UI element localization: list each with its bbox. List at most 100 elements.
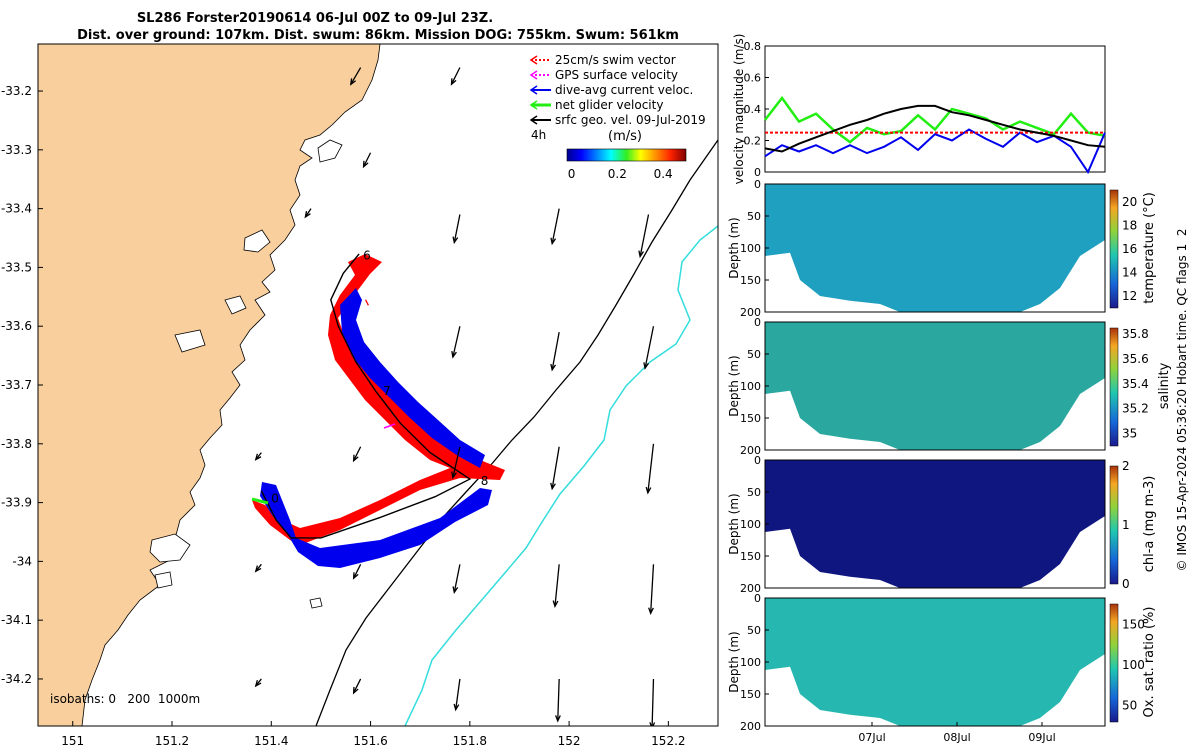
colorbar-tick-label: 0: [1122, 577, 1130, 591]
map-y-tick-label: -34.1: [1, 613, 32, 627]
depth-tick-label: 50: [747, 624, 761, 637]
colorbar-tick-label: 2: [1122, 459, 1130, 473]
temperature-axis-ticks: 0 50 100 150 200 Depth (m) 20 18 16 14 12: [727, 178, 1137, 319]
velocity-series-line: [764, 128, 1106, 175]
colorbar: [566, 148, 687, 162]
chlorophyll-cbar-label: chl-a (mg m-3): [1142, 476, 1157, 573]
velocity-panel: 0 0.2 0.4 0.6 0.8 velocity magnitude (m/s): [732, 34, 1106, 185]
legend-swatch-head: [529, 115, 538, 125]
temperature-panel: 0 50 100 150 200 Depth (m) 20 18 16 14 12 temperat…: [727, 178, 1157, 319]
geo-velocity-arrowhead: [451, 471, 457, 480]
colorbar-tick-label: 35.8: [1122, 327, 1149, 341]
depth-tick-label: 200: [740, 720, 761, 733]
chlorophyll-panel: 0 50 100 150 200 Depth (m) 2 1 0 chl-a (mg m-3): [727, 454, 1157, 595]
green-net-velocity-mark: [251, 497, 269, 505]
magenta-gps-mark: [383, 423, 396, 429]
time-tick-label: 09Jul: [1028, 731, 1055, 744]
geo-velocity-arrowhead: [352, 686, 359, 695]
velocity-y-tick-label: 0.6: [744, 72, 762, 85]
colorbar-tick-label: 35.2: [1122, 402, 1149, 416]
geo-velocity-arrowhead: [450, 78, 457, 86]
time-tick-label: 07Jul: [858, 731, 885, 744]
geo-velocity-arrow: [551, 331, 560, 371]
track-current-vectors: [260, 482, 492, 568]
geo-velocity-arrow: [650, 564, 655, 614]
isobath-label: isobaths: 0 200 1000m: [50, 692, 200, 706]
section-layer: [765, 184, 1105, 312]
map-y-tick-label: -33.3: [1, 143, 32, 157]
geo-velocity-arrow: [453, 214, 461, 243]
colorbar-tick-label: 35.4: [1122, 377, 1149, 391]
depth-tick-label: 200: [740, 444, 761, 457]
map-y-tick-label: -33.9: [1, 496, 32, 510]
depth-axis-label: Depth (m): [727, 217, 741, 278]
track-current-vectors-north: [340, 288, 485, 468]
depth-tick-label: 50: [747, 486, 761, 499]
velocity-y-tick-label: 0.4: [744, 103, 762, 116]
geo-velocity-arrowhead: [649, 722, 656, 726]
swim-vector-arrow: [360, 264, 366, 268]
geo-velocity-arrow: [450, 67, 461, 85]
depth-tick-label: 100: [740, 242, 761, 255]
depth-tick-label: 150: [740, 412, 761, 425]
velocity-ylabel: velocity magnitude (m/s): [732, 34, 746, 185]
colorbar-tick-label: 100: [1122, 658, 1145, 672]
velocity-series: [764, 95, 1106, 175]
figure-title-line2: Dist. over ground: 107km. Dist. swum: 86…: [77, 28, 679, 43]
depth-tick-label: 50: [747, 348, 761, 361]
map-y-tick-label: -33.4: [1, 202, 32, 216]
depth-tick-label: 0: [754, 316, 761, 329]
salinity-cbar-label: salinity: [1157, 362, 1172, 409]
geo-velocity-arrow: [557, 678, 560, 721]
colorbar-label: (m/s): [608, 129, 642, 144]
colorbar-tick-label: 0: [568, 167, 576, 181]
section-layer: [765, 598, 1105, 726]
day-label: 8: [481, 474, 489, 488]
geo-velocity-arrow: [350, 67, 362, 85]
legend-entry: dive-avg current veloc.: [555, 83, 693, 97]
depth-tick-label: 150: [740, 550, 761, 563]
colorbar-tick-label: 18: [1122, 218, 1137, 232]
geo-velocity-arrowhead: [550, 237, 557, 246]
geo-velocity-arrowhead: [349, 78, 357, 86]
salinity-colorbar: [1109, 327, 1119, 447]
colorbar-tick-label: 35: [1122, 427, 1137, 441]
geo-velocity-arrow: [455, 678, 461, 710]
geo-velocity-arrowhead: [550, 363, 557, 372]
velocity-series-line: [764, 95, 1106, 144]
colorbar-tick-label: 50: [1122, 699, 1137, 713]
legend-entry: 25cm/s swim vector: [555, 53, 676, 67]
depth-tick-label: 200: [740, 306, 761, 319]
geo-velocity-arrow: [452, 446, 461, 478]
velocity-series-line: [764, 104, 1106, 153]
velocity-y-tick-label: 0.8: [744, 40, 762, 53]
geo-velocity-arrow: [639, 214, 650, 257]
geo-velocity-arrow: [362, 152, 372, 168]
time-tick-label: 08Jul: [943, 731, 970, 744]
swim-vector-arrow: [365, 299, 369, 306]
geo-velocity-arrow: [452, 326, 461, 358]
geo-velocity-arrowhead: [638, 250, 645, 259]
geo-velocity-vectors: [254, 67, 656, 726]
velocity-y-axis: 0 0.2 0.4 0.6 0.8: [744, 40, 769, 179]
isobath-200m: [315, 139, 718, 726]
oxygen-cbar-label: Ox. sat. ratio (%): [1142, 607, 1157, 718]
depth-tick-label: 200: [740, 582, 761, 595]
depth-axis-label: Depth (m): [727, 355, 741, 416]
map-x-tick-label: 151.8: [453, 734, 487, 748]
map-x-tick-label: 152: [558, 734, 581, 748]
day-label: 7: [383, 384, 391, 398]
map-y-tick-label: -34: [12, 554, 32, 568]
section-layer: [765, 460, 1105, 588]
legend-note: 4h: [531, 128, 546, 142]
geo-velocity-arrowhead: [550, 482, 556, 491]
colorbar-tick-label: 35.6: [1122, 352, 1149, 366]
velocity-y-tick-label: 0.2: [744, 135, 762, 148]
day-label: 0: [271, 491, 279, 505]
geo-velocity-arrowhead: [643, 362, 649, 370]
colorbar-ticks: 0 0.2 0.4: [568, 167, 673, 181]
colorbar-tick-label: 20: [1122, 195, 1137, 209]
legend-swatch-head: [529, 85, 538, 95]
track-swim-vectors: [252, 254, 505, 545]
